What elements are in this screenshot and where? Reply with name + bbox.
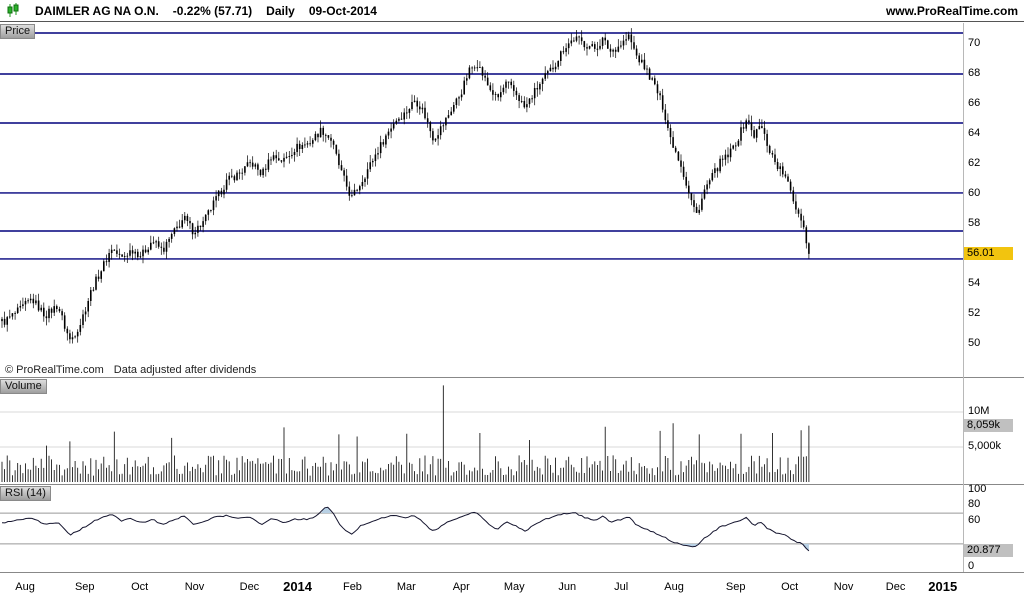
- symbol-name: DAIMLER AG NA O.N.: [35, 3, 159, 18]
- x-axis-label: Sep: [74, 581, 95, 593]
- y-tick-label: 62: [968, 157, 981, 169]
- y-tick-label: 70: [968, 37, 981, 49]
- x-axis-label: Nov: [184, 581, 205, 593]
- volume-chart-svg: [0, 385, 963, 482]
- last-price-badge: 56.01: [964, 247, 1013, 260]
- x-axis-label: Dec: [885, 581, 906, 593]
- panel-separator: [0, 484, 1024, 485]
- candle-bodies: [1, 34, 810, 340]
- copyright-note: © ProRealTime.com Data adjusted after div…: [5, 364, 257, 376]
- x-axis-label: 2015: [928, 579, 958, 594]
- date-label: 09-Oct-2014: [308, 3, 377, 18]
- x-axis-label: Jun: [558, 581, 577, 593]
- x-axis-label: Nov: [833, 581, 854, 593]
- scale-divider: [963, 23, 964, 572]
- last-rsi-badge: 20.877: [964, 544, 1013, 557]
- x-axis-label: Aug: [664, 581, 684, 593]
- last-volume-badge: 8,059k: [964, 419, 1013, 432]
- y-tick-label: 60: [968, 513, 981, 526]
- volume-chart[interactable]: Volume: [0, 378, 1024, 484]
- y-tick-label: 66: [968, 97, 981, 109]
- site-url: www.ProRealTime.com: [885, 3, 1018, 18]
- price-panel-label[interactable]: Price: [0, 24, 36, 39]
- y-tick-label: 100: [968, 483, 987, 495]
- x-axis-label: Jul: [614, 581, 629, 593]
- y-axis-scale: 56.01 8,059k 20.877 70686664626058565452…: [964, 0, 1024, 600]
- rsi-panel-label[interactable]: RSI (14): [0, 486, 51, 501]
- x-axis-label: 2014: [283, 579, 313, 594]
- volume-bars: [1, 385, 810, 482]
- price-chart-svg: [0, 28, 963, 344]
- y-tick-label: 10M: [968, 405, 990, 417]
- x-axis-label: Mar: [396, 581, 416, 593]
- volume-panel-label[interactable]: Volume: [0, 379, 47, 394]
- candlestick-chart-icon: [6, 3, 21, 18]
- x-axis-label: Feb: [342, 581, 362, 593]
- y-tick-label: 60: [968, 187, 981, 199]
- time-axis[interactable]: Aug Sep Oct Nov Dec 2014 Feb Mar Apr May Jun Jul Aug…: [0, 572, 1024, 600]
- y-tick-label: 52: [968, 307, 981, 319]
- x-axis-label: Apr: [452, 581, 470, 593]
- timeframe-label: Daily: [266, 3, 295, 18]
- y-tick-label: 0: [968, 560, 975, 572]
- rsi-chart[interactable]: RSI (14): [0, 485, 1024, 572]
- x-axis-label: Sep: [725, 581, 746, 593]
- change-value: -0.22% (57.71): [172, 3, 253, 18]
- y-tick-label: 80: [968, 498, 981, 511]
- y-tick-label: 50: [968, 337, 981, 349]
- price-chart[interactable]: Price © ProRealTime.com Data adjusted aft…: [0, 23, 1024, 377]
- x-axis-label: Oct: [781, 581, 799, 593]
- rsi-chart-svg: [0, 506, 963, 552]
- x-axis-label: Dec: [239, 581, 260, 593]
- panel-separator: [0, 377, 1024, 378]
- y-tick-label: 68: [968, 67, 981, 79]
- candle-wicks: [1, 28, 810, 344]
- x-axis-label: Aug: [15, 581, 35, 593]
- rsi-line: [1, 506, 810, 552]
- x-axis-label: May: [503, 581, 525, 593]
- title-bar: DAIMLER AG NA O.N. -0.22% (57.71) Daily …: [0, 0, 1024, 22]
- y-tick-label: 54: [968, 277, 981, 289]
- x-axis-label: Oct: [131, 581, 149, 593]
- y-tick-label: 64: [968, 127, 981, 139]
- y-tick-label: 58: [968, 217, 981, 229]
- y-tick-label: 5,000k: [968, 440, 1002, 452]
